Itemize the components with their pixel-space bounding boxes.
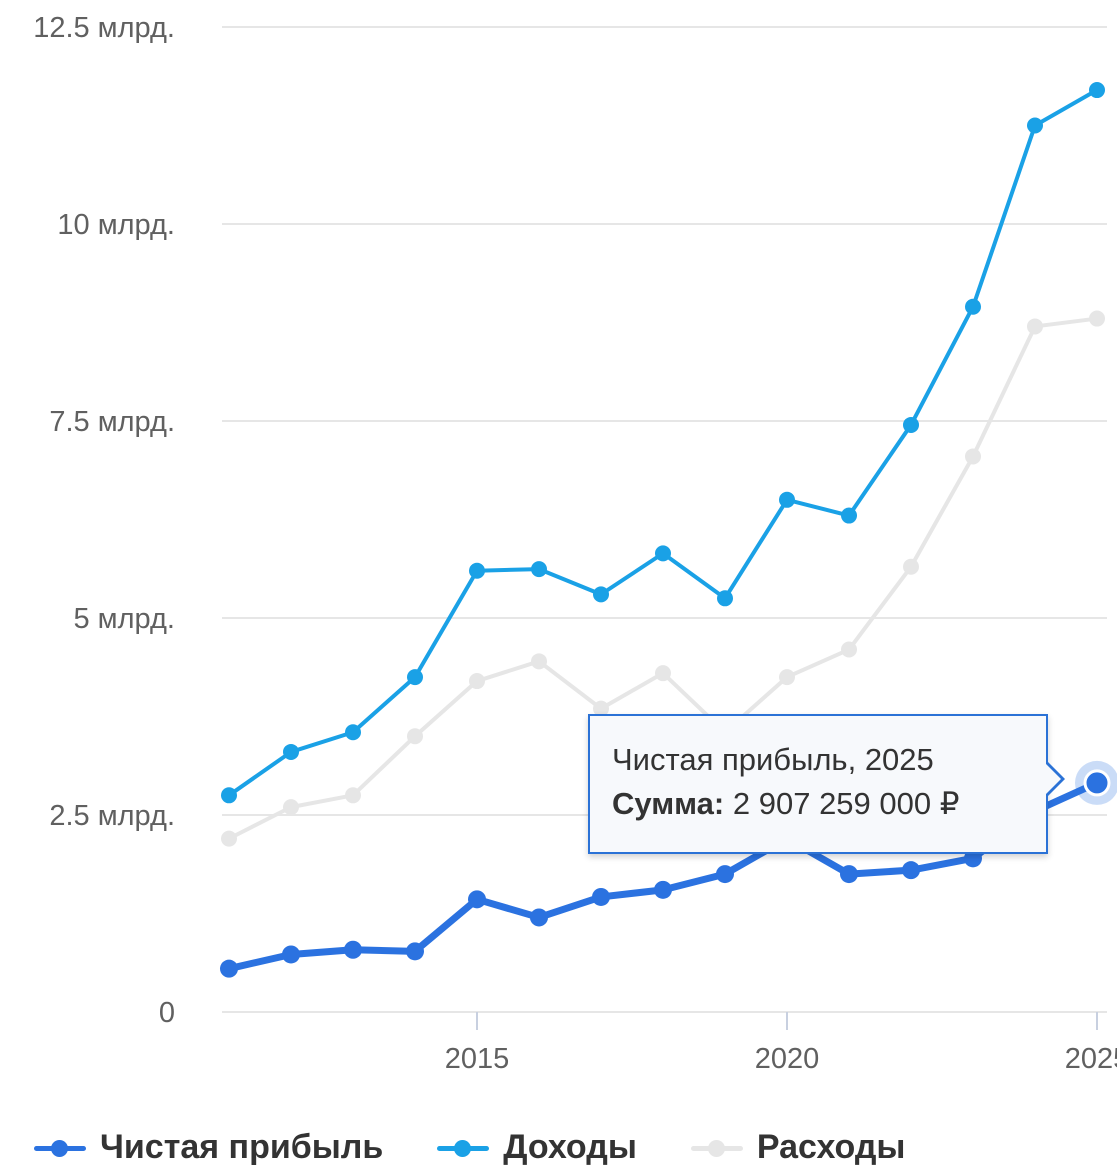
data-point [406,942,424,961]
data-point [469,673,485,690]
data-point [593,700,609,717]
x-tick-label: 2020 [755,1043,820,1075]
data-point [283,743,299,760]
data-point [717,590,733,607]
data-point [1027,117,1043,134]
data-point [1089,82,1105,99]
legend-item-income[interactable]: Доходы [437,1128,637,1167]
legend-item-net-profit[interactable]: Чистая прибыль [34,1128,383,1167]
data-point [965,298,981,315]
tooltip-value-row: Сумма: 2 907 259 000 ₽ [612,786,1026,822]
data-point [469,562,485,579]
data-point [840,865,858,884]
legend-item-expenses[interactable]: Расходы [690,1128,906,1167]
data-point [344,940,362,959]
data-point [221,830,237,847]
data-point [282,945,300,964]
y-tick-label: 12.5 млрд. [33,12,175,44]
data-point [655,665,671,682]
legend-label-expenses: Расходы [756,1128,906,1166]
data-point [221,787,237,804]
data-point [345,724,361,741]
y-tick-label: 10 млрд. [57,209,175,241]
legend-label-net-profit: Чистая прибыль [100,1128,384,1166]
legend-label-income: Доходы [503,1128,637,1166]
data-point [220,959,238,978]
legend-swatch-net-profit [34,1135,86,1161]
data-point [841,641,857,658]
data-point [283,799,299,816]
tooltip-value: 2 907 259 000 ₽ [732,786,960,821]
data-point [965,448,981,465]
data-point [716,865,734,884]
y-tick-label: 0 [159,997,175,1029]
data-point [593,586,609,603]
data-point [779,491,795,508]
x-tick-label: 2025 [1065,1043,1117,1075]
chart-legend: Чистая прибыль Доходы Расходы [34,1128,959,1167]
legend-swatch-expenses [690,1135,743,1161]
data-point [407,728,423,745]
data-point [841,507,857,524]
data-point [1089,310,1105,327]
chart-tooltip: Чистая прибыль, 2025 Сумма: 2 907 259 00… [588,714,1065,854]
series-line [227,88,1099,798]
legend-swatch-income [437,1135,490,1161]
data-point [531,561,547,578]
data-point [345,787,361,804]
tooltip-title: Чистая прибыль, 2025 [612,742,934,777]
data-point [902,861,920,880]
data-point [779,669,795,686]
data-point [1027,318,1043,335]
x-tick-label: 2015 [445,1043,510,1075]
data-point [655,545,671,562]
tooltip-label: Сумма: [612,786,725,821]
data-point [903,558,919,575]
y-tick-label: 7.5 млрд. [49,406,175,438]
y-tick-label: 2.5 млрд. [49,800,175,832]
tooltip-pointer [1045,761,1065,797]
data-point [407,669,423,686]
data-point-highlighted [1083,769,1111,797]
data-point [531,653,547,670]
data-point [530,908,548,927]
data-point [903,416,919,433]
data-point [468,890,486,909]
y-tick-label: 5 млрд. [74,603,176,635]
data-point [592,887,610,906]
data-point [654,880,672,899]
